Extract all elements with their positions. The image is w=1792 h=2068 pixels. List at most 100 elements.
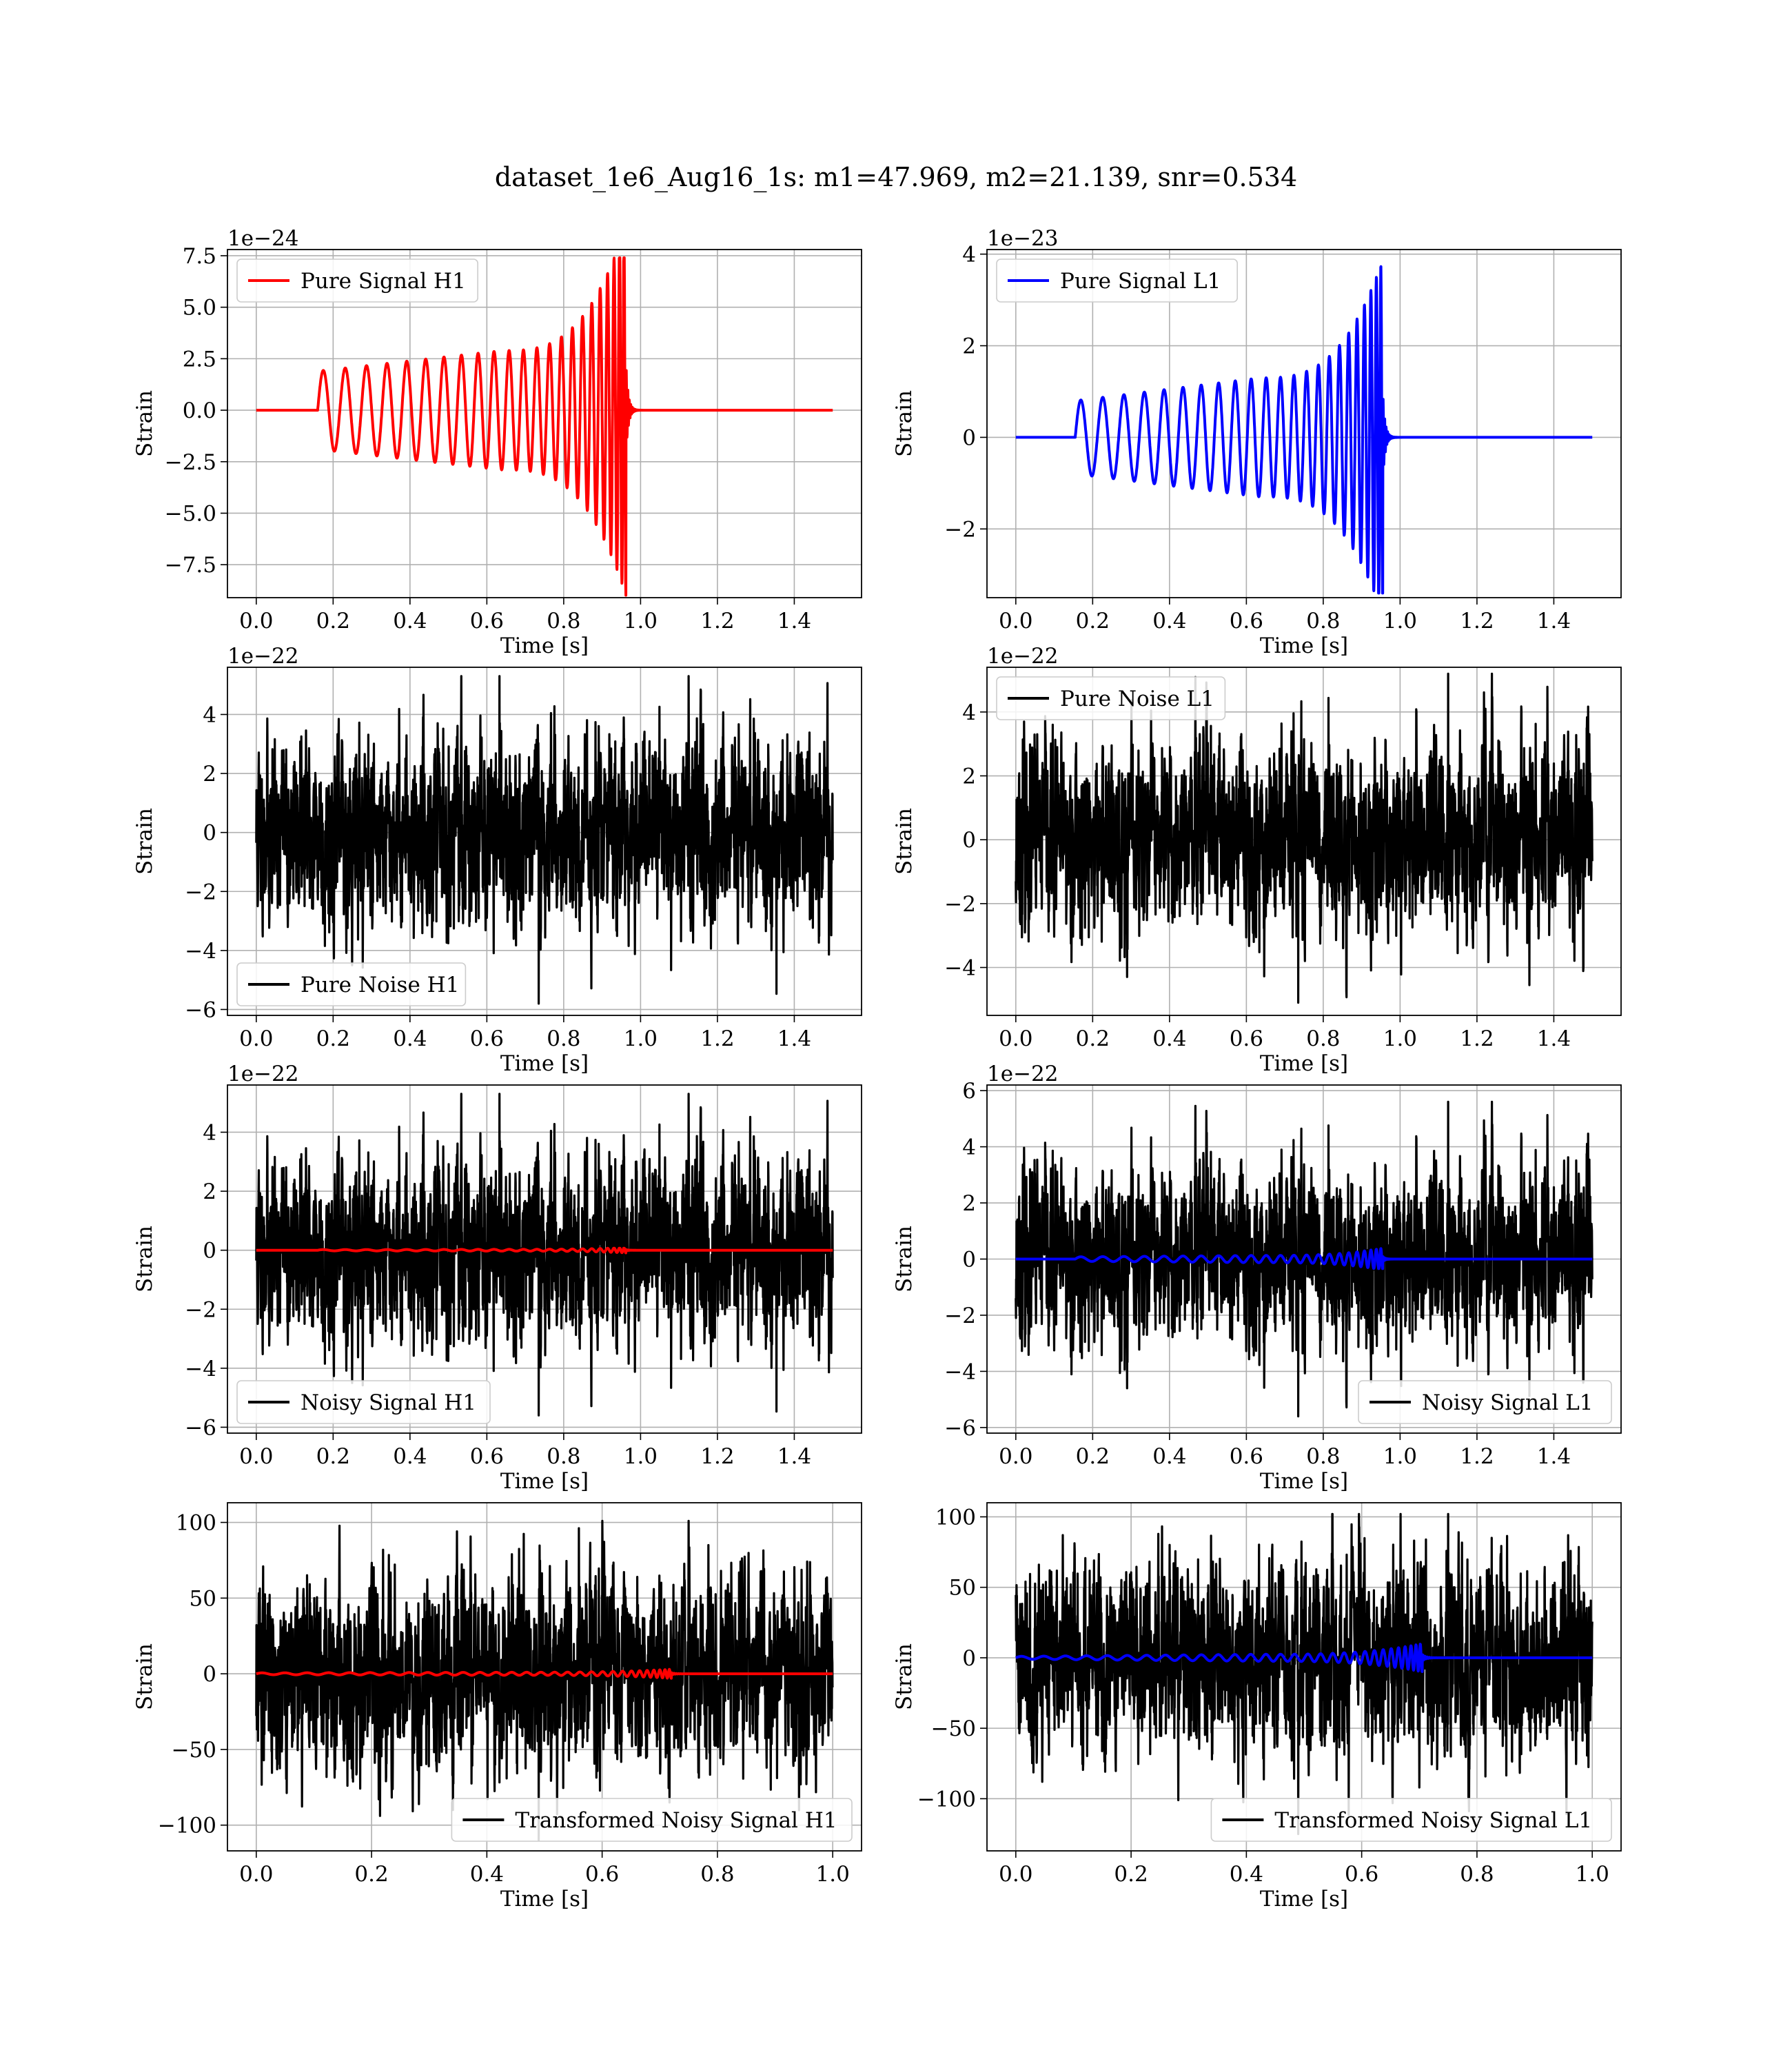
- x-tick-label: 1.0: [1383, 1444, 1417, 1469]
- legend-label: Pure Signal L1: [1060, 269, 1221, 294]
- y-tick-label: −6: [185, 997, 216, 1022]
- x-axis-label: Time [s]: [500, 1469, 589, 1494]
- x-tick-label: 0.0: [999, 1862, 1032, 1887]
- legend: Transformed Noisy Signal H1: [451, 1798, 853, 1842]
- x-tick-label: 0.4: [1152, 1026, 1186, 1051]
- axes-frame: [227, 667, 862, 1016]
- x-tick-label: 1.4: [777, 609, 811, 633]
- y-offset-label: 1e−22: [227, 644, 299, 669]
- y-axis-label: Strain: [892, 808, 917, 875]
- x-tick-label: 0.8: [1306, 1444, 1340, 1469]
- legend: Pure Signal L1: [996, 258, 1239, 303]
- axes-frame: [227, 249, 862, 598]
- y-tick-label: 2: [203, 762, 216, 787]
- x-tick-label: 0.4: [470, 1862, 504, 1887]
- subplot-transformed-noisy-signal-l1: 0.0 0.2 0.4 0.6 0.8 1.0 −100 −50 0 50 100 Time [s] S…: [892, 1502, 1622, 1912]
- series-group: [255, 1093, 834, 1417]
- y-tick-label: −4: [185, 939, 216, 964]
- y-tick-label: 2: [962, 334, 976, 359]
- x-tick-label: 0.0: [239, 609, 273, 633]
- y-tick-label: 0.0: [183, 398, 216, 423]
- legend-box: [1210, 1798, 1612, 1842]
- series-line-1: [1015, 672, 1594, 1004]
- series-group: [1015, 672, 1594, 1004]
- x-tick-label: 0.8: [700, 1862, 734, 1887]
- series-group: [1015, 1512, 1594, 1836]
- x-tick-label: 0.6: [1230, 1444, 1263, 1469]
- axes-frame: [986, 1502, 1622, 1852]
- x-tick-label: 0.2: [316, 1444, 350, 1469]
- legend: Pure Signal H1: [236, 258, 479, 303]
- x-tick-label: 0.4: [393, 1026, 427, 1051]
- legend-box: [996, 258, 1239, 303]
- y-tick-label: −7.5: [165, 553, 216, 578]
- y-tick-label: 100: [176, 1511, 216, 1536]
- x-tick-label: 1.4: [777, 1026, 811, 1051]
- y-tick-label: −4: [944, 1359, 976, 1384]
- x-tick-label: 1.0: [1383, 609, 1417, 633]
- legend-label: Noisy Signal H1: [301, 1390, 476, 1415]
- y-tick-label: 0: [962, 425, 976, 450]
- x-tick-label: 0.6: [1345, 1862, 1378, 1887]
- y-tick-label: −4: [944, 956, 976, 981]
- y-tick-label: 6: [962, 1079, 976, 1104]
- y-tick-label: 5.0: [183, 296, 216, 321]
- y-tick-label: 100: [935, 1505, 976, 1530]
- x-tick-label: 0.0: [999, 1444, 1032, 1469]
- subplot-pure-noise-h1: 0.0 0.2 0.4 0.6 0.8 1.0 1.2 1.4 −6 −4 −2 0 2 4 Time [s…: [132, 644, 862, 1076]
- y-tick-label: 0: [203, 1239, 216, 1264]
- x-tick-label: 0.4: [1152, 1444, 1186, 1469]
- y-axis-label: Strain: [132, 1226, 157, 1292]
- y-axis-label: Strain: [132, 390, 157, 457]
- x-tick-label: 0.8: [1306, 609, 1340, 633]
- series-line-2: [255, 1667, 834, 1680]
- y-tick-label: 4: [962, 243, 976, 267]
- subplot-noisy-signal-l1: 0.0 0.2 0.4 0.6 0.8 1.0 1.2 1.4 −6 −4 −2 0 2 4 6 Time […: [892, 1062, 1622, 1494]
- subplot-pure-signal-l1: 0.0 0.2 0.4 0.6 0.8 1.0 1.2 1.4 −2 0 2 4 Time [s] Str…: [892, 226, 1622, 658]
- y-tick-label: −2: [944, 892, 976, 917]
- legend: Pure Noise L1: [996, 676, 1226, 720]
- y-offset-label: 1e−22: [227, 1062, 299, 1086]
- y-tick-label: −4: [185, 1357, 216, 1381]
- x-tick-label: 1.4: [1537, 1444, 1571, 1469]
- y-axis-label: Strain: [132, 808, 157, 875]
- x-tick-label: 1.0: [1383, 1026, 1417, 1051]
- x-tick-label: 0.0: [999, 1026, 1032, 1051]
- y-axis-label: Strain: [892, 1643, 917, 1710]
- legend-label: Transformed Noisy Signal L1: [1274, 1808, 1592, 1833]
- y-tick-label: 4: [962, 1135, 976, 1160]
- legend-box: [996, 676, 1226, 720]
- legend: Noisy Signal H1: [236, 1380, 491, 1424]
- x-axis-label: Time [s]: [1260, 1887, 1348, 1912]
- x-tick-label: 0.0: [999, 609, 1032, 633]
- x-tick-label: 0.2: [354, 1862, 388, 1887]
- y-tick-label: 0: [962, 1646, 976, 1671]
- legend-box: [236, 1380, 491, 1424]
- legend-label: Pure Signal H1: [301, 269, 466, 294]
- x-tick-label: 0.6: [1230, 1026, 1263, 1051]
- y-offset-label: 1e−24: [227, 226, 299, 251]
- legend-label: Pure Noise L1: [1060, 687, 1214, 711]
- series-group: [1015, 265, 1594, 595]
- subplot-pure-noise-l1: 0.0 0.2 0.4 0.6 0.8 1.0 1.2 1.4 −4 −2 0 2 4 Time [s] S…: [892, 644, 1622, 1076]
- subplot-pure-signal-h1: 0.0 0.2 0.4 0.6 0.8 1.0 1.2 1.4 −7.5 −5.0 −2.5 0.0 2…: [132, 226, 862, 658]
- series-group: [255, 1519, 834, 1842]
- axes-frame: [986, 249, 1622, 598]
- y-tick-label: 2.5: [183, 347, 216, 372]
- y-axis-label: Strain: [892, 390, 917, 457]
- x-axis-label: Time [s]: [1260, 1051, 1348, 1076]
- x-tick-label: 0.2: [1114, 1862, 1148, 1887]
- x-tick-label: 0.0: [239, 1026, 273, 1051]
- x-tick-label: 1.0: [816, 1862, 850, 1887]
- y-tick-label: 2: [962, 764, 976, 789]
- series-line-1: [255, 675, 834, 1005]
- legend-box: [236, 258, 479, 303]
- y-tick-label: 0: [962, 828, 976, 853]
- figure-title: dataset_1e6_Aug16_1s: m1=47.969, m2=21.1…: [495, 162, 1297, 193]
- x-tick-label: 0.2: [316, 1026, 350, 1051]
- series-line-1: [1015, 1100, 1594, 1418]
- y-tick-label: −2: [944, 517, 976, 542]
- x-tick-label: 0.8: [1460, 1862, 1494, 1887]
- x-tick-label: 0.6: [470, 609, 504, 633]
